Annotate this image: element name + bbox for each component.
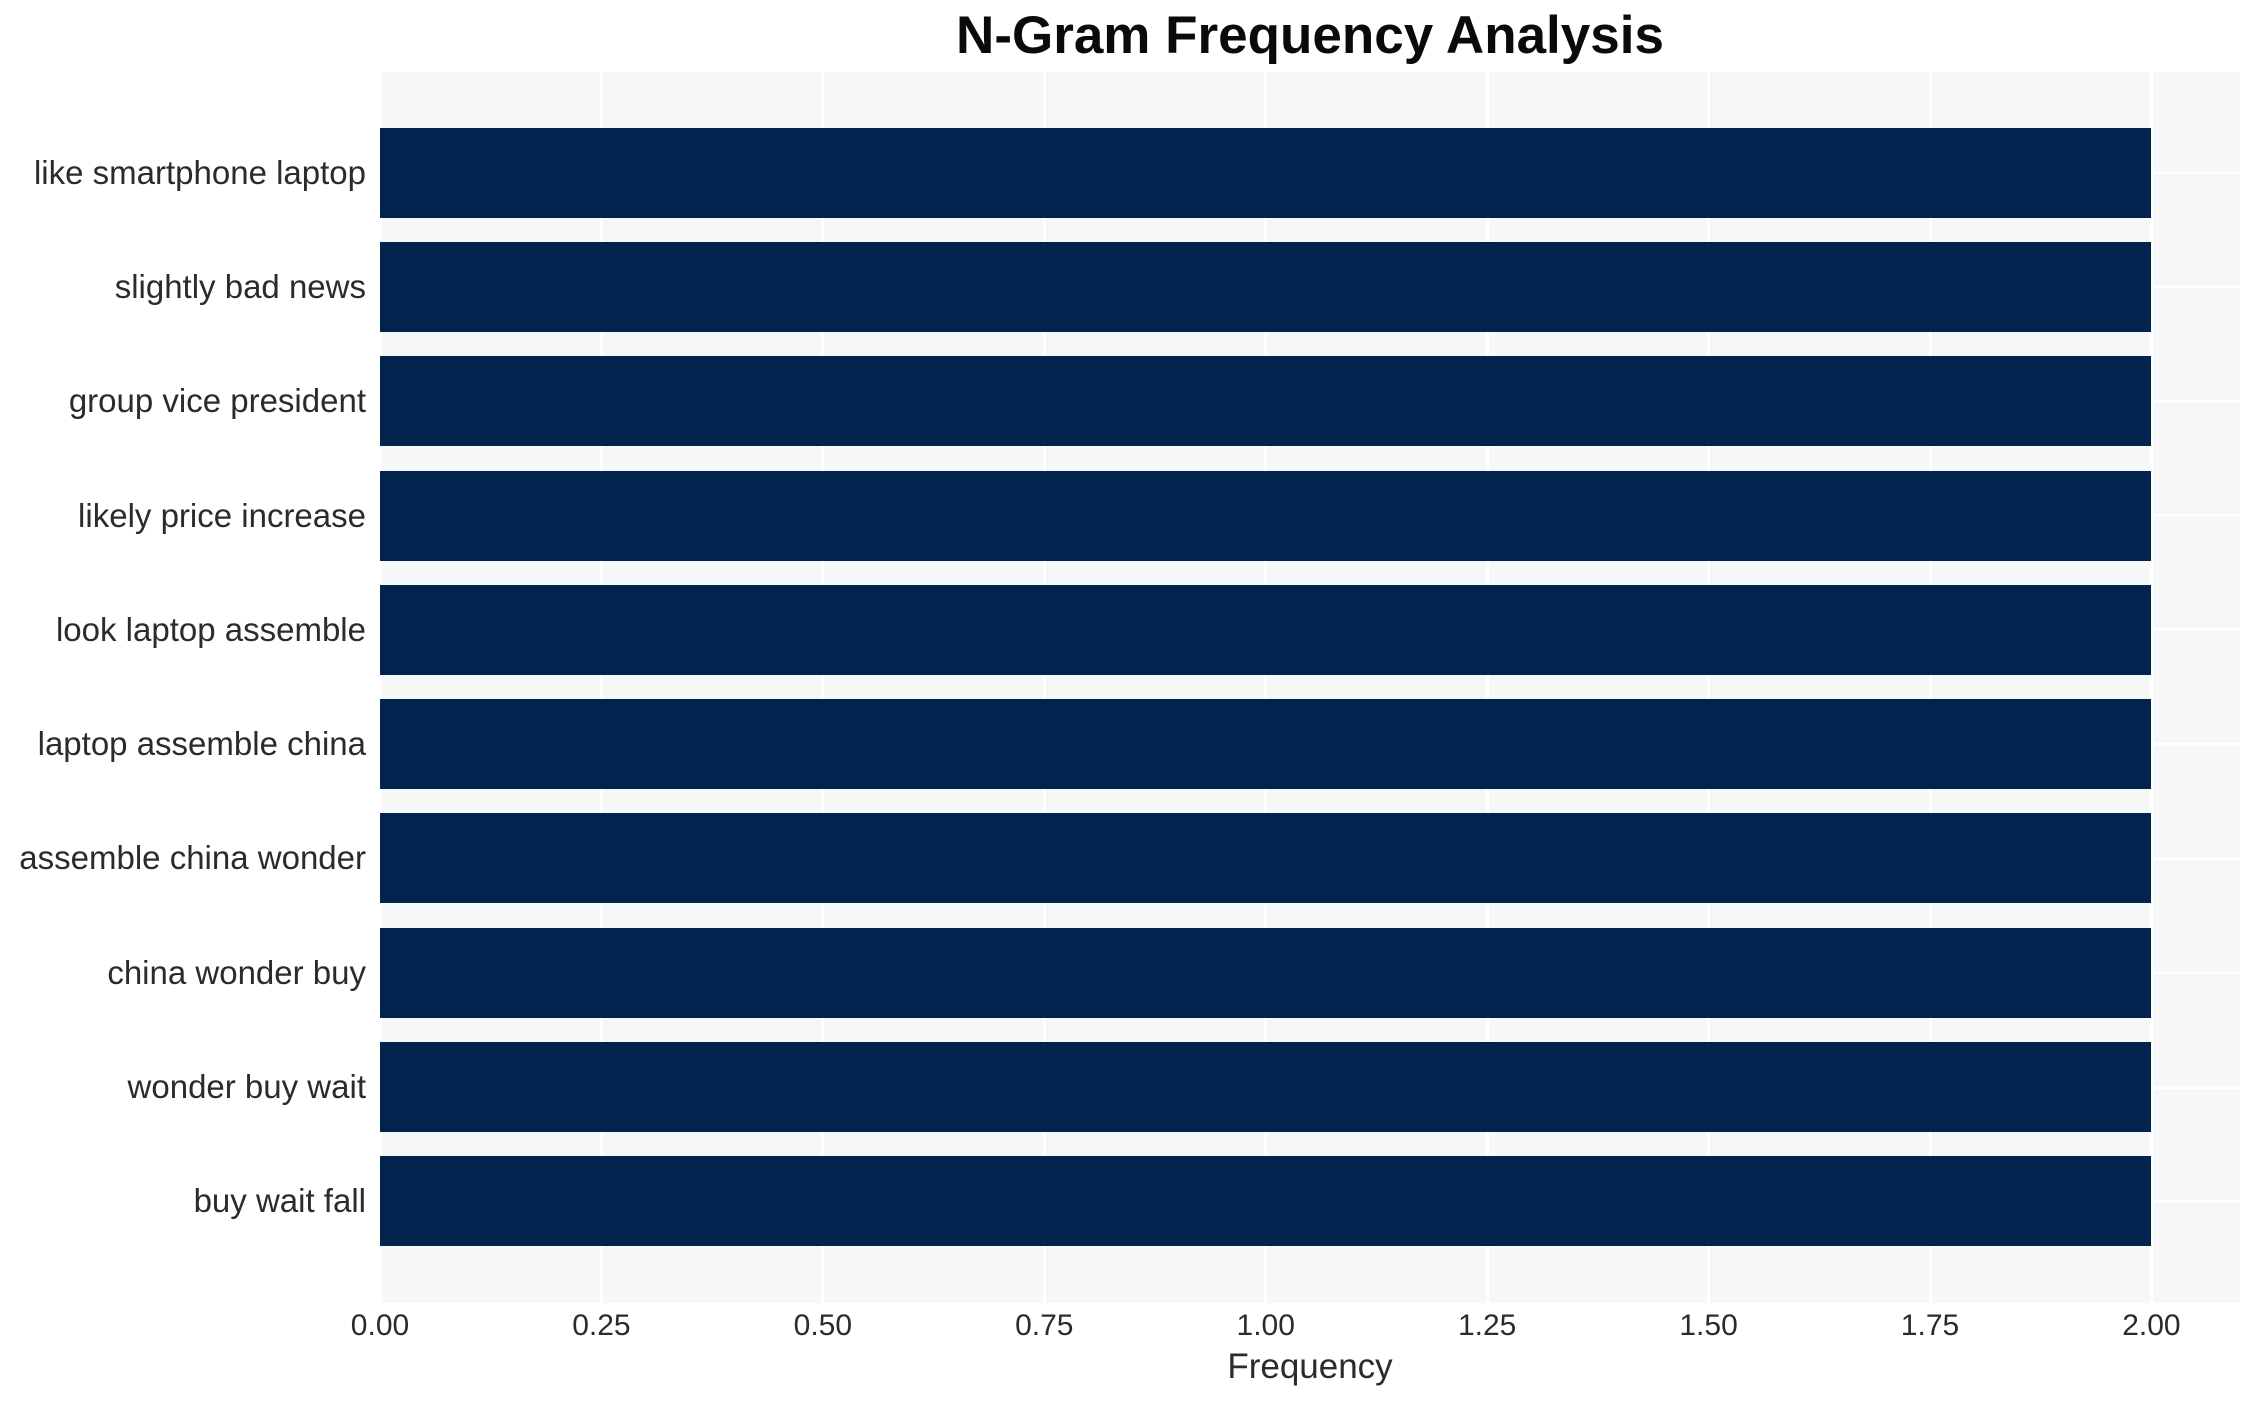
gridline-vertical [1928,72,1932,1303]
y-axis-label: buy wait fall [193,1182,366,1220]
bar [380,813,2152,904]
bar [380,699,2152,790]
x-tick-label: 1.25 [1457,1309,1517,1342]
gridline-vertical [599,72,603,1303]
bar [380,584,2152,675]
x-tick-label: 1.50 [1679,1309,1738,1342]
x-axis: 0.00 0.25 0.50 0.75 1.00 1.25 1.50 1.75 2.00 [351,1303,2240,1347]
x-tick-label: 1.75 [1900,1309,1960,1342]
chart-title: N-Gram Frequency Analysis [956,6,1664,65]
y-axis-label: look laptop assemble [55,610,366,648]
gridline-vertical [1707,72,1711,1303]
plot-area [378,72,2240,1303]
gridline-vertical [1264,72,1268,1303]
x-tick-label: 0.00 [350,1309,410,1342]
x-tick-label: 0.75 [1015,1309,1074,1342]
y-axis-label: slightly bad news [114,267,366,305]
gridline-vertical [1042,72,1046,1303]
bar [380,470,2152,561]
gridline-vertical [821,72,825,1303]
y-axis-label: wonder buy wait [127,1068,366,1106]
gridline-vertical [378,72,382,1303]
bar [380,127,2152,218]
bar [380,1042,2152,1133]
y-axis-label: laptop assemble china [37,725,366,763]
gridline-vertical [1485,72,1489,1303]
x-tick-label: 2.00 [2122,1309,2181,1342]
y-axis-label: likely price increase [78,496,366,534]
bar [380,927,2152,1018]
bar [380,356,2152,447]
gridline-vertical [2149,72,2153,1303]
y-axis-label: like smartphone laptop [33,153,366,191]
x-tick-label: 1.00 [1236,1309,1295,1342]
y-axis: like smartphone laptop slightly bad news g… [0,72,366,1303]
x-tick-label: 0.50 [793,1309,853,1342]
x-tick-label: 0.25 [572,1309,631,1342]
x-axis-title: Frequency [1227,1347,1393,1386]
y-axis-label: assemble china wonder [19,839,366,877]
bar [380,241,2152,332]
bar [380,1156,2152,1247]
y-axis-label: group vice president [68,382,366,420]
y-axis-label: china wonder buy [107,953,366,991]
